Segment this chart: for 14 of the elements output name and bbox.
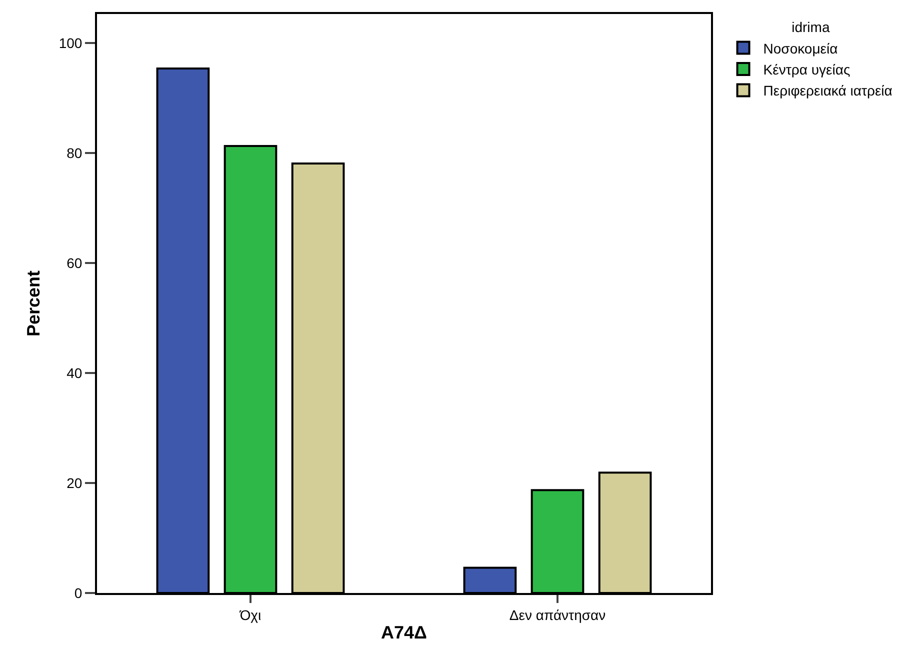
legend-label: Νοσοκομεία bbox=[763, 40, 838, 56]
y-tick-label: 100 bbox=[58, 35, 82, 52]
legend-title: idrima bbox=[792, 19, 830, 36]
legend-label: Κέντρα υγείας bbox=[763, 61, 850, 78]
y-tick-label: 40 bbox=[66, 364, 82, 381]
y-tick-label: 80 bbox=[66, 145, 82, 162]
y-tick-label: 20 bbox=[66, 474, 82, 491]
x-axis-title: Α74Δ bbox=[381, 622, 428, 642]
y-axis-title: Percent bbox=[24, 270, 44, 337]
y-tick-label: 0 bbox=[74, 584, 82, 601]
x-tick-label: Δεν απάντησαν bbox=[509, 606, 606, 623]
y-tick-label: 60 bbox=[66, 254, 82, 271]
legend-label: Περιφερειακά ιατρεία bbox=[763, 82, 892, 99]
x-tick-label: Όχι bbox=[238, 606, 262, 623]
